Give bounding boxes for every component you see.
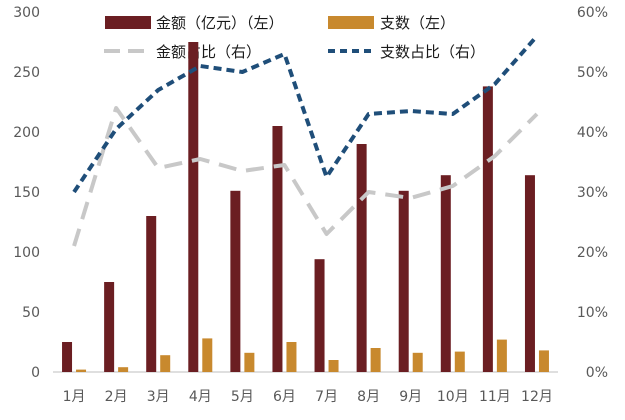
bar-count — [118, 367, 129, 372]
bar-amount — [62, 342, 73, 372]
bar-count — [160, 355, 171, 372]
x-tick-label: 2月 — [105, 389, 128, 405]
legend-label-count: 支数（左） — [380, 14, 455, 32]
x-tick-label: 9月 — [399, 389, 422, 405]
bar-count — [76, 369, 87, 372]
bar-amount — [356, 144, 367, 372]
legend: 金额（亿元）（左） 支数（左） 金额占比（右） 支数占比（右） — [104, 14, 485, 61]
legend-swatch-amount — [105, 16, 151, 29]
bars — [62, 42, 549, 373]
bar-count — [496, 339, 507, 372]
bar-count — [538, 350, 549, 372]
y-right-tick-label: 50% — [577, 65, 608, 81]
x-tick-label: 8月 — [357, 389, 380, 405]
bar-amount — [314, 259, 325, 372]
y-left-tick-label: 300 — [13, 5, 40, 21]
x-tick-label: 5月 — [231, 389, 254, 405]
bar-count — [328, 360, 339, 372]
legend-label-amount: 金额（亿元）（左） — [156, 14, 284, 32]
y-right-tick-label: 20% — [577, 245, 608, 261]
y-left-tick-label: 200 — [13, 125, 40, 141]
y-left-tick-label: 0 — [31, 365, 40, 381]
bar-amount — [398, 190, 409, 372]
y-left-tick-label: 250 — [13, 65, 40, 81]
line-count-share — [72, 34, 539, 194]
bar-count — [202, 338, 213, 372]
bar-amount — [104, 282, 115, 372]
x-tick-label: 11月 — [479, 389, 511, 405]
line-amount-share — [72, 106, 539, 247]
legend-label-count-share: 支数占比（右） — [380, 43, 485, 61]
x-tick-label: 10月 — [437, 389, 469, 405]
legend-swatch-count — [328, 16, 374, 29]
lines — [72, 34, 539, 247]
bar-count — [244, 352, 255, 372]
bar-amount — [440, 175, 451, 372]
y-right-tick-label: 30% — [577, 185, 608, 201]
bar-amount — [482, 86, 493, 373]
y-left-tick-label: 150 — [13, 185, 40, 201]
bar-count — [454, 351, 465, 372]
y-right-tick-label: 40% — [577, 125, 608, 141]
axes: 0 50 100 150 200 250 300 0% 10% 20% 30% 40% 50% 60% 1月… — [13, 5, 608, 405]
bar-count — [412, 352, 423, 372]
legend-label-amount-share: 金额占比（右） — [156, 43, 261, 61]
x-tick-label: 1月 — [63, 389, 86, 405]
bar-amount — [230, 190, 241, 372]
y-left-tick-label: 100 — [13, 245, 40, 261]
bar-count — [370, 348, 381, 372]
bar-count — [286, 342, 297, 372]
y-left-tick-label: 50 — [22, 305, 40, 321]
x-tick-label: 12月 — [521, 389, 553, 405]
bar-amount — [524, 175, 535, 372]
bar-amount — [188, 42, 199, 372]
x-tick-label: 6月 — [273, 389, 296, 405]
bar-amount — [146, 216, 157, 372]
y-right-tick-label: 0% — [586, 365, 608, 381]
x-tick-label: 3月 — [147, 389, 170, 405]
x-tick-label: 4月 — [189, 389, 212, 405]
y-right-tick-label: 60% — [577, 5, 608, 21]
y-right-tick-label: 10% — [577, 305, 608, 321]
x-tick-label: 7月 — [315, 389, 338, 405]
bar-amount — [272, 126, 283, 372]
